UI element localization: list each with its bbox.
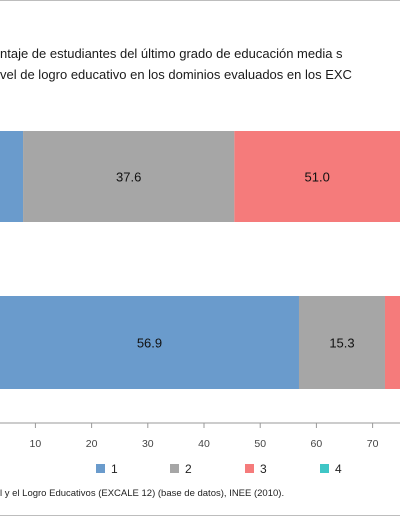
x-tick-label-40: 40	[198, 438, 210, 450]
bar-1-label-2: 37.6	[116, 170, 141, 185]
legend-swatch-1	[96, 464, 105, 473]
bar-2-label-1: 56.9	[137, 336, 162, 351]
legend-label-3: 3	[260, 462, 267, 476]
x-axis: 1020304050607080	[0, 422, 400, 450]
legend-swatch-2	[170, 464, 179, 473]
x-tick-label-60: 60	[311, 438, 323, 450]
bar-2-segment-3	[384, 296, 400, 389]
source-note: l y el Logro Educativos (EXCALE 12) (bas…	[0, 488, 285, 499]
chart-title-line-1: ntaje de estudiantes del último grado de…	[0, 46, 343, 61]
x-tick-label-10: 10	[30, 438, 42, 450]
bar-1-segment-1	[0, 131, 24, 222]
x-tick-label-30: 30	[142, 438, 154, 450]
x-tick-label-50: 50	[254, 438, 266, 450]
bar-2-label-2: 15.3	[329, 336, 354, 351]
legend: 1 2 3 4	[96, 462, 342, 476]
legend-label-2: 2	[185, 462, 192, 476]
chart-title-line-2: vel de logro educativo en los dominios e…	[0, 67, 352, 82]
legend-swatch-4	[320, 464, 329, 473]
bar-1-label-3: 51.0	[305, 170, 330, 185]
legend-swatch-3	[245, 464, 254, 473]
bar-1-segment-3	[234, 131, 400, 222]
x-tick-label-20: 20	[86, 438, 98, 450]
bar-1-segment-2	[23, 131, 235, 222]
bar-2-segment-2	[298, 296, 385, 389]
bars-layer: 37.6 51.0 56.9 15.3	[0, 131, 400, 389]
legend-label-1: 1	[111, 462, 118, 476]
bar-2-segment-1	[0, 296, 299, 389]
x-tick-label-70: 70	[367, 438, 379, 450]
legend-label-4: 4	[335, 462, 342, 476]
